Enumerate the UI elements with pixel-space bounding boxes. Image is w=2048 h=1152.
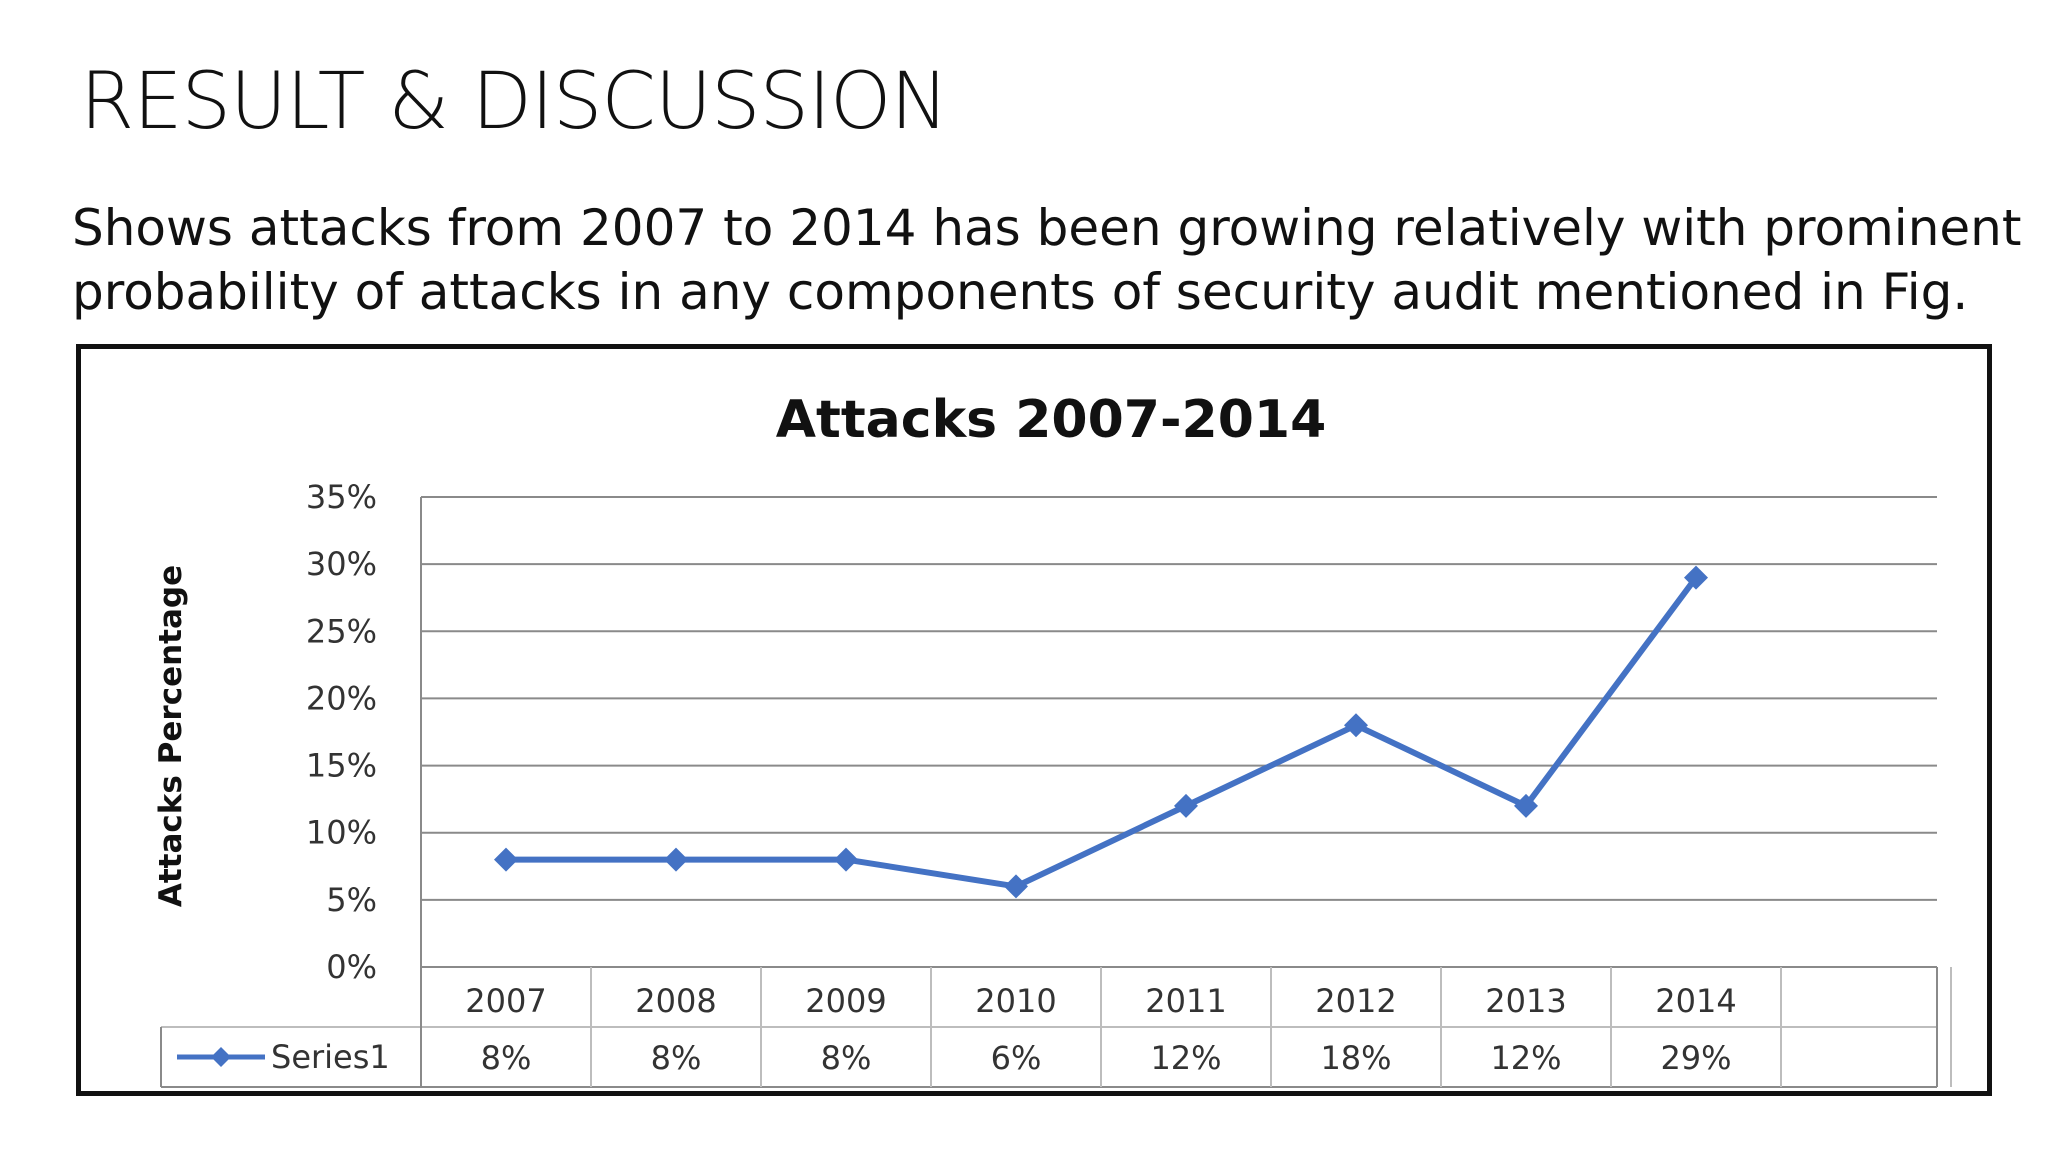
y-tick-label: 5% (326, 881, 377, 919)
data-table-value: 18% (1320, 1039, 1391, 1077)
data-table-value: 8% (821, 1039, 872, 1077)
data-table-value: 8% (651, 1039, 702, 1077)
data-point (1684, 565, 1708, 590)
data-table-value: 8% (481, 1039, 532, 1077)
x-category-label: 2011 (1145, 982, 1226, 1020)
y-tick-label: 15% (306, 747, 377, 785)
x-category-label: 2007 (465, 982, 546, 1020)
y-tick-label: 25% (306, 612, 377, 650)
y-tick-label: 10% (306, 814, 377, 852)
data-point (1344, 713, 1368, 738)
data-table-value: 12% (1150, 1039, 1221, 1077)
data-point (664, 847, 688, 872)
series-line-path (506, 575, 1699, 890)
legend-marker (211, 1047, 231, 1067)
y-tick-label: 20% (306, 679, 377, 717)
data-table-value: 12% (1490, 1039, 1561, 1077)
data-point (1514, 793, 1538, 818)
data-table-value: 6% (991, 1039, 1042, 1077)
data-point (494, 847, 518, 872)
y-tick-labels: 0% 5% 10% 15% 20% 25% 30% 35% (306, 478, 377, 986)
x-category-label: 2014 (1655, 982, 1736, 1020)
y-axis-label: Attacks Percentage (153, 565, 189, 907)
data-point (1174, 793, 1198, 818)
gridlines (420, 496, 1937, 967)
x-category-label: 2010 (975, 982, 1056, 1020)
slide-title: RESULT & DISCUSSION (80, 57, 949, 147)
x-category-label: 2012 (1315, 982, 1396, 1020)
data-point (834, 847, 858, 872)
x-category-label: 2013 (1485, 982, 1566, 1020)
x-category-label: 2009 (805, 982, 886, 1020)
data-table: 2007 2008 2009 2010 2011 2012 2013 2014 Series1 8… (160, 966, 1952, 1088)
y-tick-label: 35% (306, 478, 377, 516)
series-line (494, 565, 1708, 899)
legend-series-name: Series1 (271, 1038, 390, 1076)
data-table-value: 29% (1660, 1039, 1731, 1077)
slide-body-text: Shows attacks from 2007 to 2014 has been… (72, 199, 2022, 321)
y-tick-label: 30% (306, 545, 377, 583)
chart-figure: Attacks 2007-2014 Attacks Percentage 0% 5… (76, 344, 1992, 1096)
data-point (1004, 874, 1028, 899)
y-tick-label: 0% (326, 948, 377, 986)
chart-title: Attacks 2007-2014 (776, 390, 1327, 450)
line-chart: Attacks 2007-2014 Attacks Percentage 0% 5… (153, 390, 1952, 1088)
x-category-label: 2008 (635, 982, 716, 1020)
